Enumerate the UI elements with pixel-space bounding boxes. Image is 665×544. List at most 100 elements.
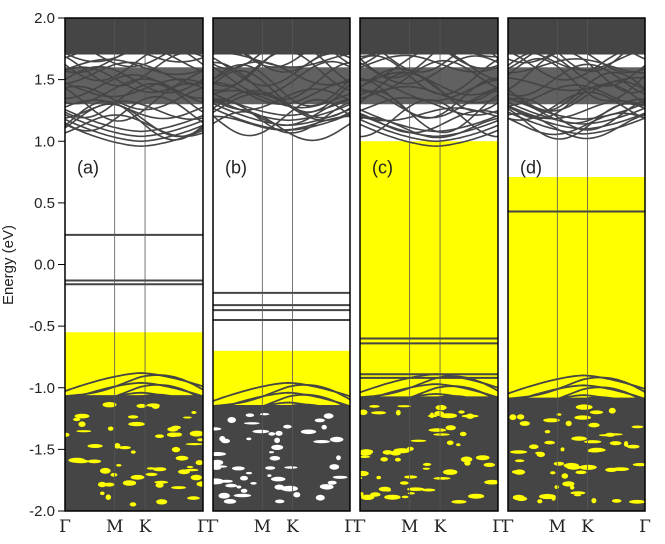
band-gap-speck bbox=[271, 476, 286, 482]
band-gap-speck bbox=[435, 404, 447, 411]
band-gap-speck bbox=[213, 452, 226, 456]
band-gap-speck bbox=[553, 461, 565, 466]
conduction-band bbox=[65, 108, 203, 133]
band-gap-speck bbox=[240, 475, 248, 481]
panel-frame bbox=[507, 17, 646, 512]
band-gap-speck bbox=[384, 489, 392, 492]
band-gap-speck bbox=[65, 432, 70, 437]
band-gap-speck bbox=[213, 427, 222, 431]
band-gap-speck bbox=[225, 483, 238, 488]
band-gap-speck bbox=[114, 443, 121, 449]
band-gap-speck bbox=[218, 492, 230, 499]
band-gap-speck bbox=[107, 426, 114, 431]
band-gap-speck bbox=[360, 470, 369, 477]
upper-band-block bbox=[360, 18, 498, 55]
band-gap-speck bbox=[227, 417, 236, 423]
band-gap-speck bbox=[535, 451, 543, 455]
panel-d: (d) Γ M K Γ bbox=[502, 17, 651, 537]
band-gap-speck bbox=[76, 430, 92, 433]
y-tick-label: -1.5 bbox=[29, 441, 55, 458]
band-gap-speck bbox=[321, 424, 327, 430]
k-point-label: Γ bbox=[197, 517, 209, 537]
band-gap-speck bbox=[330, 436, 344, 443]
band-gap-speck bbox=[579, 464, 597, 470]
band-gap-speck bbox=[136, 403, 147, 408]
band-gap-speck bbox=[571, 436, 587, 441]
band-gap-speck bbox=[565, 420, 572, 427]
band-gap-speck bbox=[623, 441, 629, 447]
k-point-label: Γ bbox=[639, 517, 651, 537]
band-gap-speck bbox=[110, 472, 118, 477]
conduction-band bbox=[213, 102, 350, 127]
band-gap-speck bbox=[196, 481, 203, 487]
band-gap-speck bbox=[187, 496, 200, 500]
band-lines bbox=[65, 18, 203, 511]
band-gap-speck bbox=[459, 431, 467, 437]
band-gap-speck bbox=[87, 444, 103, 448]
band-gap-speck bbox=[166, 432, 180, 438]
band-gap-speck bbox=[544, 430, 551, 434]
band-gap-speck bbox=[323, 413, 334, 419]
band-gap-speck bbox=[509, 414, 517, 421]
band-gap-speck bbox=[562, 481, 575, 487]
conduction-band bbox=[65, 103, 203, 138]
band-lines bbox=[213, 18, 350, 511]
band-gap-speck bbox=[464, 460, 471, 466]
band-gap-speck bbox=[514, 459, 525, 463]
band-gap-speck bbox=[370, 492, 381, 497]
upper-band-block bbox=[65, 18, 203, 55]
conduction-band bbox=[65, 123, 203, 148]
k-point-label: Γ bbox=[344, 517, 356, 537]
conduction-band bbox=[213, 97, 350, 122]
band-gap-speck bbox=[275, 430, 283, 436]
band-gap-speck bbox=[632, 463, 645, 467]
conduction-band bbox=[508, 101, 645, 125]
band-gap-speck bbox=[445, 425, 456, 431]
band-gap-speck bbox=[185, 443, 203, 446]
conduction-band bbox=[360, 113, 498, 138]
band-gap-speck bbox=[451, 500, 467, 504]
band-gap-speck bbox=[236, 485, 242, 489]
band-gap-speck bbox=[313, 440, 331, 444]
y-tick-label: 0.0 bbox=[34, 257, 55, 274]
band-gap-speck bbox=[608, 407, 616, 414]
k-point-label: K bbox=[139, 517, 152, 537]
band-gap-speck bbox=[314, 418, 325, 423]
band-gap-speck bbox=[268, 432, 276, 436]
upper-band-block bbox=[508, 67, 645, 105]
panel-frame bbox=[212, 17, 351, 512]
band-gap-speck bbox=[213, 462, 221, 466]
band-gap-speck bbox=[543, 418, 560, 423]
band-gap-speck bbox=[223, 499, 237, 504]
band-gap-speck bbox=[519, 421, 530, 426]
band-gap-speck bbox=[252, 429, 270, 434]
band-gap-speck bbox=[554, 485, 559, 490]
band-gap-speck bbox=[73, 417, 81, 422]
panels: (a)Γ M K Γ(b)Γ M K Γ(c)Γ M K Γ(d)Γ M K Γ bbox=[59, 17, 651, 537]
band-gap-speck bbox=[584, 440, 602, 444]
band-gap-speck bbox=[401, 495, 409, 499]
band-gap-speck bbox=[175, 455, 189, 461]
band-gap-speck bbox=[274, 437, 280, 443]
band-gap-speck bbox=[468, 493, 485, 499]
band-gap-speck bbox=[380, 457, 389, 462]
band-gap-speck bbox=[589, 410, 604, 415]
band-gap-speck bbox=[219, 436, 226, 442]
valence-band bbox=[65, 372, 203, 393]
band-gap-speck bbox=[376, 475, 382, 480]
panel-label: (a) bbox=[77, 157, 99, 177]
k-point-label: M bbox=[106, 517, 123, 537]
band-gap-speck bbox=[609, 441, 622, 446]
band-gap-speck bbox=[421, 488, 436, 492]
band-gap-speck bbox=[145, 472, 158, 477]
band-gap-speck bbox=[246, 437, 252, 441]
band-gap-speck bbox=[271, 444, 284, 450]
band-gap-speck bbox=[550, 471, 556, 475]
band-gap-speck bbox=[122, 480, 137, 486]
conduction-band bbox=[65, 95, 203, 132]
band-gap-speck bbox=[300, 429, 317, 435]
band-gap-speck bbox=[315, 494, 325, 501]
panel-frame bbox=[359, 17, 499, 512]
band-gap-speck bbox=[73, 459, 89, 464]
